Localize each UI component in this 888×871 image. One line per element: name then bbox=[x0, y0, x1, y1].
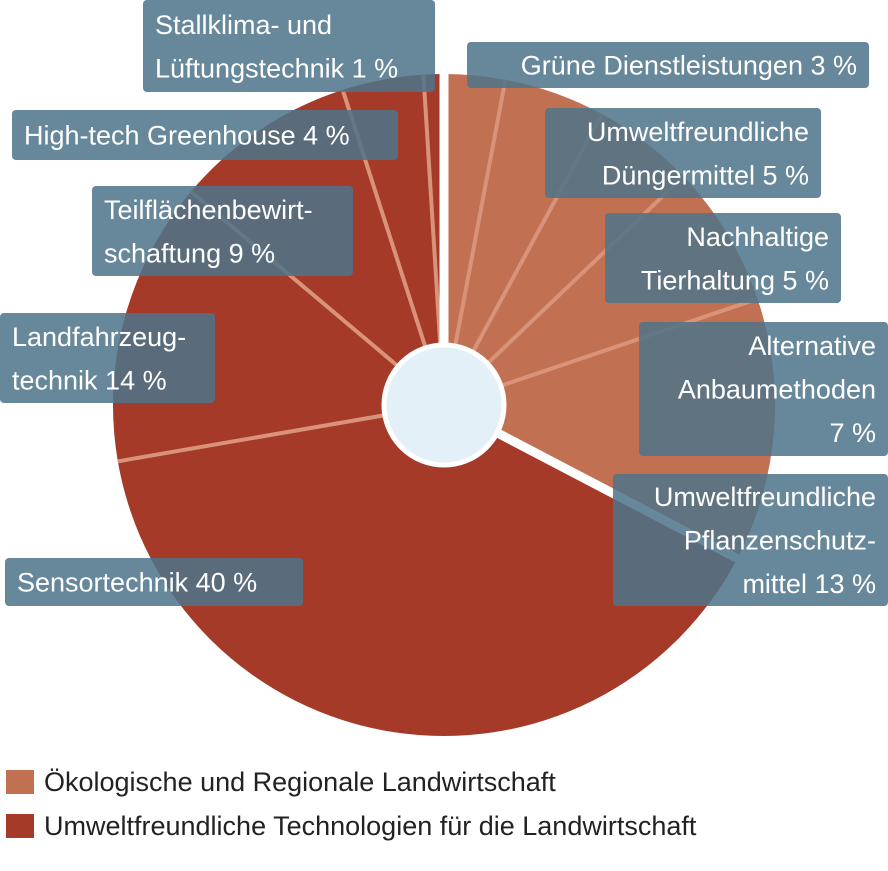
label-box bbox=[467, 42, 869, 88]
label-anbaumethoden: Alternative Anbaumethoden 7 % bbox=[639, 322, 888, 456]
label-box bbox=[605, 213, 841, 303]
legend-item-oekologisch: Ökologische und Regionale Landwirtschaft bbox=[6, 762, 696, 802]
label-line: Stallklima- und bbox=[155, 10, 332, 40]
label-line: Lüftungstechnik 1 % bbox=[155, 53, 398, 83]
label-box bbox=[5, 558, 303, 606]
label-line: Düngermittel 5 % bbox=[602, 160, 809, 190]
label-line: High-tech Greenhouse 4 % bbox=[24, 121, 350, 151]
label-box bbox=[545, 108, 821, 198]
legend-swatch-oekologisch bbox=[6, 770, 34, 794]
slice-separator bbox=[421, 74, 443, 348]
label-teilflaechenbewirtschaftung: Teilflächenbewirt-schaftung 9 % bbox=[92, 186, 353, 276]
label-line: Umweltfreundliche bbox=[654, 482, 876, 512]
label-line: schaftung 9 % bbox=[104, 238, 275, 268]
label-gruene-dienstleistungen: Grüne Dienstleistungen 3 % bbox=[467, 42, 869, 88]
label-line: Grüne Dienstleistungen 3 % bbox=[521, 51, 857, 81]
donut-hole bbox=[381, 342, 507, 468]
label-line: Umweltfreundliche bbox=[587, 117, 809, 147]
slice-labels: Grüne Dienstleistungen 3 % Umweltfreundli… bbox=[0, 0, 888, 606]
label-line: Alternative bbox=[748, 331, 876, 361]
label-line: mittel 13 % bbox=[742, 569, 876, 599]
label-line: Sensortechnik 40 % bbox=[17, 568, 257, 598]
label-landfahrzeugtechnik: Landfahrzeug-technik 14 % bbox=[0, 313, 215, 403]
label-line: 7 % bbox=[829, 418, 876, 448]
label-box bbox=[92, 186, 353, 276]
label-line: Pflanzenschutz- bbox=[684, 526, 876, 556]
label-line: Teilflächenbewirt- bbox=[104, 195, 313, 225]
label-line: Tierhaltung 5 % bbox=[641, 265, 829, 295]
legend-swatch-technologien bbox=[6, 814, 34, 838]
legend-label-technologien: Umweltfreundliche Technologien für die L… bbox=[44, 810, 697, 841]
label-stallklima: Stallklima- und Lüftungstechnik 1 % bbox=[143, 0, 435, 92]
label-sensortechnik: Sensortechnik 40 % bbox=[5, 558, 303, 606]
label-tierhaltung: Nachhaltige Tierhaltung 5 % bbox=[605, 213, 841, 303]
label-line: Anbaumethoden bbox=[678, 375, 876, 405]
label-duengermittel: Umweltfreundliche Düngermittel 5 % bbox=[545, 108, 821, 198]
legend-item-technologien: Umweltfreundliche Technologien für die L… bbox=[6, 806, 696, 846]
slice-separator bbox=[452, 79, 508, 349]
slice-separator bbox=[498, 296, 759, 389]
label-box bbox=[12, 110, 398, 160]
label-line: technik 14 % bbox=[12, 365, 167, 395]
label-line: Landfahrzeug- bbox=[12, 322, 186, 352]
slice-separator bbox=[484, 175, 685, 367]
label-box bbox=[0, 313, 215, 403]
label-box bbox=[639, 322, 888, 456]
slice-separator bbox=[117, 412, 388, 464]
label-pflanzenschutzmittel: Umweltfreundliche Pflanzenschutz-mittel 1… bbox=[613, 474, 888, 606]
label-line: Nachhaltige bbox=[686, 222, 829, 252]
label-box bbox=[143, 0, 435, 92]
legend: Ökologische und Regionale Landwirtschaft… bbox=[6, 762, 696, 850]
legend-label-oekologisch: Ökologische und Regionale Landwirtschaft bbox=[44, 766, 556, 797]
label-box bbox=[613, 474, 888, 606]
label-high-tech-greenhouse: High-tech Greenhouse 4 % bbox=[12, 110, 398, 160]
slice-sensortechnik bbox=[117, 405, 738, 737]
